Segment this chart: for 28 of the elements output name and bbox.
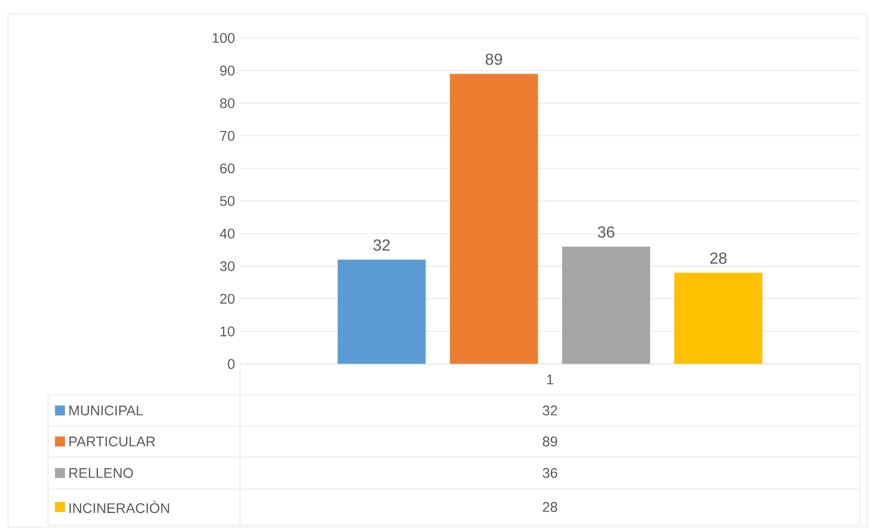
data-label: 32 [373, 239, 390, 251]
legend-label: PARTICULAR [69, 436, 156, 446]
y-tick-label: 20 [220, 294, 235, 304]
text: 36 [542, 468, 558, 478]
y-tick-label: 0 [228, 359, 235, 369]
data-label: 36 [598, 226, 614, 238]
legend-label: INCINERACIÒN [70, 500, 170, 514]
y-tick-label: 90 [220, 66, 235, 76]
y-tick-label: 30 [220, 261, 235, 272]
y-tick-label: 10 [220, 326, 235, 336]
y-tick-label: 70 [220, 130, 235, 141]
legend-label: MUNICIPAL [69, 406, 144, 416]
y-tick-label: 80 [220, 98, 235, 108]
text: 89 [542, 436, 558, 446]
text: 32 [542, 406, 558, 416]
data-label: 89 [486, 54, 502, 65]
bar [338, 260, 426, 364]
legend-label: RELLENO [69, 468, 133, 478]
x-tick-label: 1 [547, 374, 554, 384]
y-tick-label: 100 [212, 33, 235, 43]
bar [562, 246, 650, 364]
y-tick-label: 40 [220, 228, 235, 239]
text: 28 [542, 502, 558, 512]
y-tick-label: 60 [220, 163, 235, 174]
data-label: 28 [710, 252, 727, 264]
bar [450, 74, 538, 364]
y-tick-label: 50 [220, 196, 235, 206]
bar [674, 272, 762, 364]
